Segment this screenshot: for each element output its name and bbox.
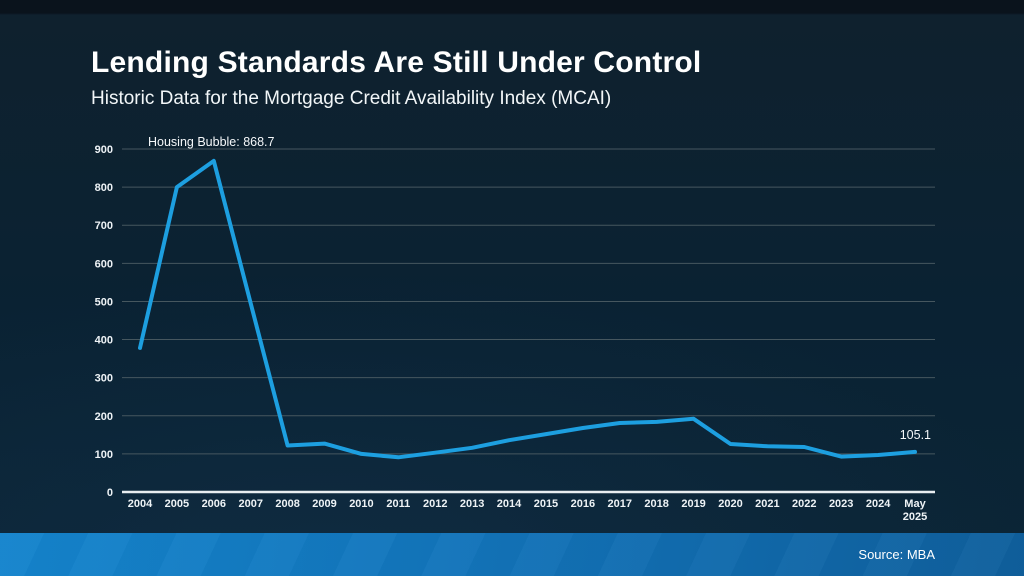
x-axis-tick-label: 2006 (202, 498, 226, 510)
x-axis-tick-label: 2013 (460, 498, 484, 510)
source-label: Source: MBA (858, 547, 935, 562)
latest-value-label: 105.1 (899, 428, 931, 442)
x-axis-tick-label: 2023 (829, 498, 853, 510)
peak-annotation: Housing Bubble: 868.7 (148, 135, 275, 149)
x-axis-tick-label: 2015 (534, 498, 558, 510)
x-axis-tick-label: 2008 (275, 498, 299, 510)
x-axis-tick-label: May 2025 (903, 498, 927, 523)
y-axis-tick-label: 900 (95, 144, 113, 156)
y-axis-tick-label: 300 (95, 373, 113, 385)
y-axis-tick-label: 400 (95, 335, 113, 347)
y-axis-tick-label: 100 (95, 449, 113, 461)
y-axis-tick-label: 600 (95, 258, 113, 270)
x-axis-tick-label: 2009 (312, 498, 336, 510)
x-axis-tick-label: 2004 (128, 498, 153, 510)
x-axis-tick-label: 2005 (165, 498, 189, 510)
x-axis-tick-label: 2022 (792, 498, 816, 510)
x-axis-tick-label: 2010 (349, 498, 373, 510)
x-axis-tick-label: 2024 (866, 498, 891, 510)
y-axis-tick-label: 0 (107, 487, 113, 499)
y-axis-tick-label: 700 (95, 220, 113, 232)
x-axis-tick-label: 2011 (386, 498, 410, 510)
y-axis-tick-label: 200 (95, 411, 113, 423)
x-axis-tick-label: 2021 (755, 498, 779, 510)
x-axis-tick-label: 2014 (497, 498, 522, 510)
x-axis-tick-label: 2017 (608, 498, 632, 510)
x-axis-tick-label: 2012 (423, 498, 447, 510)
mcai-data-line (138, 158, 917, 460)
page-subtitle: Historic Data for the Mortgage Credit Av… (91, 88, 612, 109)
y-axis-tick-label: 500 (95, 296, 113, 308)
x-axis-tick-label: 2019 (681, 498, 705, 510)
page-title: Lending Standards Are Still Under Contro… (91, 46, 702, 79)
x-axis-tick-label: 2020 (718, 498, 742, 510)
x-axis-tick-label: 2016 (571, 498, 595, 510)
y-axis-tick-label: 800 (95, 182, 113, 194)
x-axis-tick-label: 2018 (644, 498, 668, 510)
footer-bar: Source: MBA (0, 533, 1024, 576)
x-axis-tick-label: 2007 (238, 498, 262, 510)
